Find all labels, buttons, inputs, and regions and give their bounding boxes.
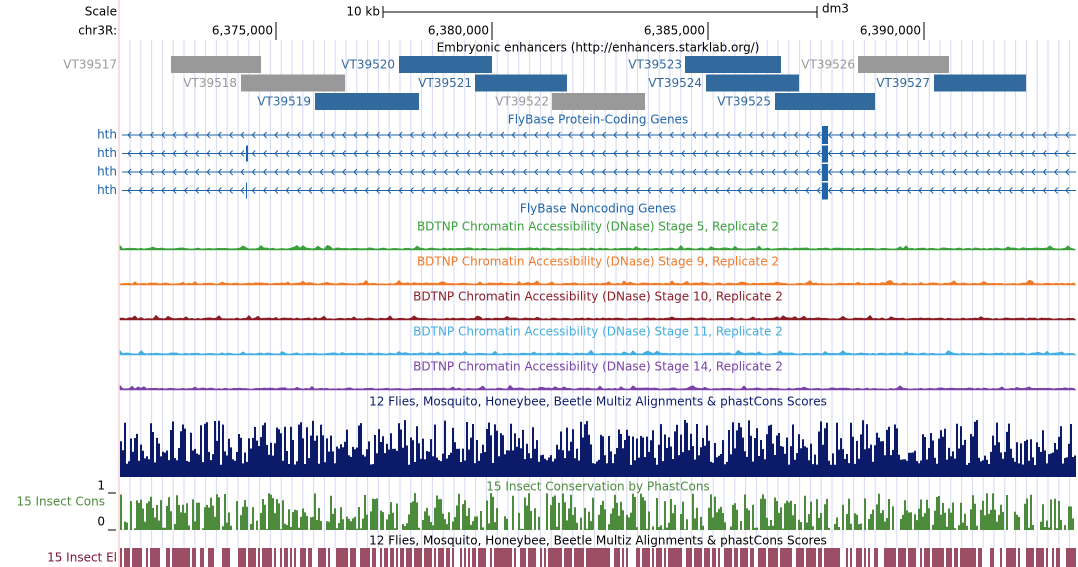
- exon: [822, 145, 828, 163]
- dnase-signal: [119, 349, 1077, 356]
- enhancer-bar: [706, 74, 799, 92]
- position-label: 6,375,000: [212, 24, 273, 38]
- gene-label: hth: [97, 128, 117, 142]
- enhancer-label: VT39523: [628, 58, 682, 72]
- enhancer-label: VT39527: [876, 76, 930, 90]
- scale-bar-label: 10 kb: [346, 5, 380, 19]
- enhancer-label: VT39524: [648, 76, 702, 90]
- exon: [246, 145, 248, 162]
- enhancer-label: VT39525: [717, 95, 771, 109]
- enhancer-label: VT39526: [801, 58, 855, 72]
- enhancer-label: VT39518: [183, 76, 237, 90]
- enhancer-bar: [775, 93, 875, 110]
- gene-label: hth: [97, 146, 117, 160]
- scale-bar: [382, 6, 818, 18]
- track-title: Embryonic enhancers (http://enhancers.st…: [437, 41, 760, 55]
- gene-line: [122, 131, 1076, 139]
- enhancer-bar: [475, 74, 567, 92]
- enhancer-label: VT39521: [418, 76, 472, 90]
- gene-label: hth: [97, 165, 117, 179]
- axis-min: 0: [97, 515, 105, 529]
- position-label: 6,380,000: [428, 24, 489, 38]
- track-title: FlyBase Noncoding Genes: [520, 202, 676, 216]
- axis-ticks: [108, 492, 116, 531]
- scale-label: Scale: [85, 5, 117, 19]
- enhancer-bar: [241, 74, 345, 92]
- track-label: 15 Insect El: [47, 551, 117, 565]
- axis-max: 1: [97, 479, 105, 493]
- track-title: BDTNP Chromatin Accessibility (DNase) St…: [417, 220, 779, 234]
- position-label: 6,390,000: [860, 24, 921, 38]
- track-title: 15 Insect Conservation by PhastCons: [486, 480, 709, 494]
- exon: [822, 126, 828, 144]
- enhancer-label: VT39520: [341, 58, 395, 72]
- conservation-bars: [120, 420, 1076, 477]
- track-title: BDTNP Chromatin Accessibility (DNase) St…: [417, 255, 779, 269]
- gene-label: hth: [97, 183, 117, 197]
- phastcons-bars: [120, 493, 1074, 530]
- enhancer-bar: [315, 93, 419, 110]
- enhancer-label: VT39517: [63, 58, 117, 72]
- track-label: 15 Insect Cons: [16, 495, 105, 509]
- track-title: FlyBase Protein-Coding Genes: [508, 113, 688, 127]
- enhancer-label: VT39519: [257, 95, 311, 109]
- assembly-label: dm3: [822, 2, 849, 16]
- track-title: BDTNP Chromatin Accessibility (DNase) St…: [413, 360, 783, 374]
- track-title: BDTNP Chromatin Accessibility (DNase) St…: [413, 325, 783, 339]
- enhancer-bar: [858, 56, 949, 73]
- element-bars: [120, 548, 1076, 567]
- gene-line: [122, 187, 1076, 194]
- enhancer-label: VT39522: [495, 95, 549, 109]
- track-title: 12 Flies, Mosquito, Honeybee, Beetle Mul…: [369, 395, 827, 409]
- dnase-signal: [119, 244, 1077, 251]
- gene-line: [122, 168, 1076, 176]
- exon: [822, 164, 828, 181]
- enhancer-bar: [399, 56, 492, 73]
- dnase-signal: [119, 314, 1077, 321]
- dnase-signal: [119, 279, 1077, 286]
- track-title: BDTNP Chromatin Accessibility (DNase) St…: [413, 290, 783, 304]
- enhancer-bar: [171, 56, 261, 73]
- position-label: 6,385,000: [644, 24, 705, 38]
- exon: [822, 182, 828, 200]
- enhancer-bar: [934, 74, 1026, 92]
- gene-line: [122, 150, 1076, 157]
- track-title: 12 Flies, Mosquito, Honeybee, Beetle Mul…: [369, 534, 827, 548]
- grid-lines: [129, 40, 1071, 548]
- chrom-label: chr3R:: [78, 24, 117, 38]
- dnase-signal: [119, 384, 1077, 391]
- enhancer-bar: [685, 56, 781, 73]
- exon: [246, 182, 247, 199]
- enhancer-bar: [552, 93, 645, 110]
